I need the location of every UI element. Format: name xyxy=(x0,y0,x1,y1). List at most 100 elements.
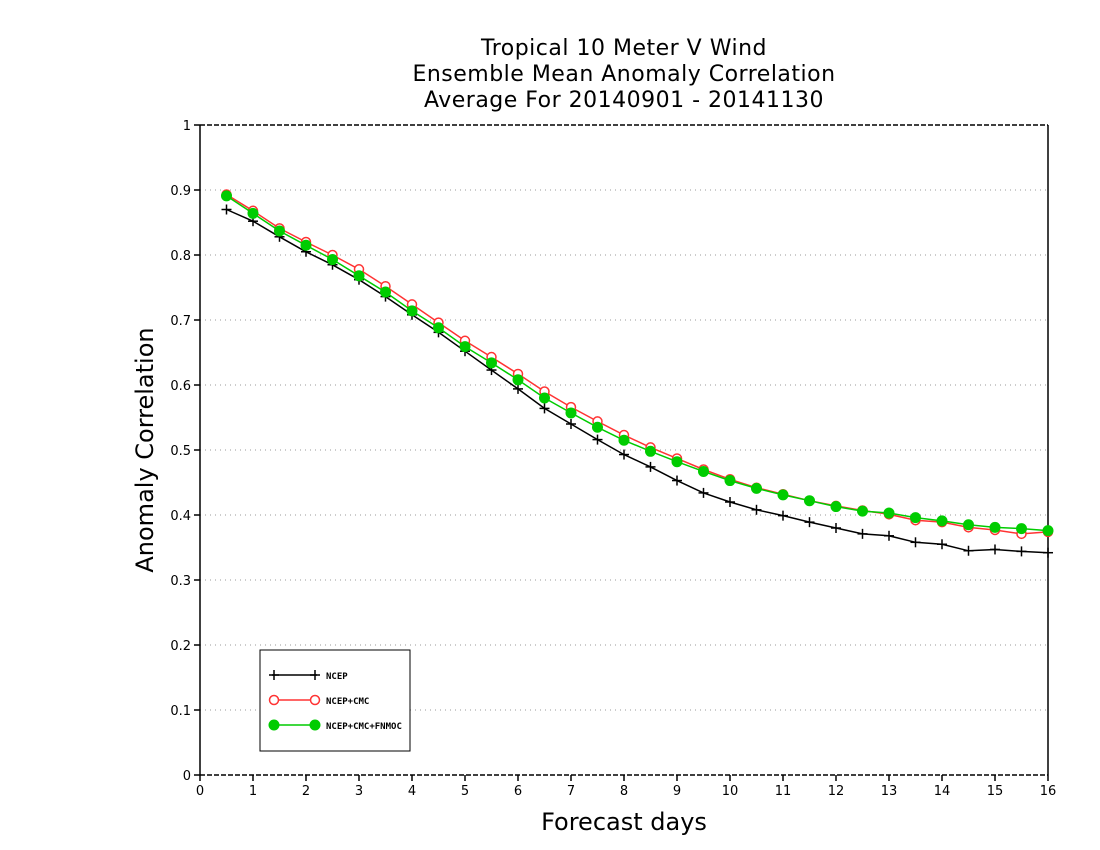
legend-marker xyxy=(309,719,321,731)
data-point xyxy=(963,545,974,556)
x-tick-label: 1 xyxy=(249,784,257,799)
data-point xyxy=(221,190,232,202)
series-layer xyxy=(221,189,1054,558)
legend-marker xyxy=(309,694,321,706)
data-point xyxy=(645,445,656,457)
legend-label: NCEP+CMC+FNMOC xyxy=(326,722,402,732)
data-point xyxy=(725,497,735,507)
legend-label: NCEP xyxy=(326,672,348,682)
data-point xyxy=(910,512,921,524)
chart-title-line-2: Ensemble Mean Anomaly Correlation xyxy=(412,62,836,87)
legend-marker xyxy=(268,694,280,706)
y-tick-label: 0.2 xyxy=(170,639,191,654)
x-tick-label: 6 xyxy=(514,784,522,799)
data-point xyxy=(778,510,788,521)
x-tick-label: 12 xyxy=(828,784,845,799)
data-point xyxy=(486,357,497,369)
data-point xyxy=(300,239,312,251)
x-tick-label: 7 xyxy=(567,784,575,799)
data-point xyxy=(1043,547,1053,558)
chart-title-line-1: Tropical 10 Meter V Wind xyxy=(480,36,768,61)
data-point xyxy=(804,517,815,528)
series-2 xyxy=(221,190,1054,537)
series-line xyxy=(226,193,1049,535)
x-tick-label: 13 xyxy=(881,784,898,799)
data-point xyxy=(910,537,921,548)
legend-item-2: NCEP+CMC+FNMOC xyxy=(268,719,402,732)
series-1 xyxy=(221,189,1054,540)
legend-marker xyxy=(310,670,320,680)
data-point xyxy=(1016,523,1027,535)
legend-marker xyxy=(269,670,279,680)
y-tick-label: 0.9 xyxy=(170,184,191,199)
y-tick-label: 0.6 xyxy=(170,379,191,394)
tick-labels: 00.10.20.30.40.50.60.70.80.910 1 2 3 4 5 6 7 8 9 1… xyxy=(170,119,1056,799)
data-point xyxy=(327,254,338,266)
data-point xyxy=(937,539,947,550)
y-tick-label: 0.8 xyxy=(170,249,191,264)
x-tick-label: 2 xyxy=(302,784,310,799)
chart-title-line-3: Average For 20140901 - 20141130 xyxy=(423,88,825,113)
data-point xyxy=(724,475,736,487)
data-point xyxy=(989,521,1001,533)
data-point xyxy=(566,419,576,429)
y-tick-label: 0 xyxy=(183,769,191,784)
x-tick-label: 16 xyxy=(1040,784,1057,799)
data-point xyxy=(380,286,391,298)
data-point xyxy=(671,456,683,468)
data-point xyxy=(459,341,471,353)
y-tick-label: 0.7 xyxy=(170,314,191,329)
y-tick-label: 1 xyxy=(183,119,191,134)
x-tick-label: 14 xyxy=(934,784,951,799)
x-axis-label: Forecast days xyxy=(541,808,707,836)
data-point xyxy=(592,434,603,445)
data-point xyxy=(274,225,285,237)
data-point xyxy=(247,207,259,219)
data-point xyxy=(830,501,842,513)
data-point xyxy=(777,489,789,501)
data-point xyxy=(513,383,523,394)
series-0 xyxy=(221,204,1053,558)
x-tick-label: 8 xyxy=(620,784,628,799)
data-point xyxy=(990,544,1000,555)
data-point xyxy=(512,374,524,386)
legend: NCEP NCEP+CMC NCEP+CMC+FNMOC xyxy=(259,649,411,752)
data-point xyxy=(751,482,762,494)
y-axis-label: Anomaly Correlation xyxy=(131,327,159,573)
x-tick-label: 0 xyxy=(196,784,204,799)
data-point xyxy=(539,392,550,404)
legend-label: NCEP+CMC xyxy=(326,697,369,707)
data-point xyxy=(645,461,656,472)
data-point xyxy=(539,403,550,414)
x-tick-label: 9 xyxy=(673,784,681,799)
data-point xyxy=(698,465,709,477)
data-point xyxy=(619,449,629,460)
data-point xyxy=(857,528,868,539)
axes xyxy=(194,124,1049,781)
legend-item-1: NCEP+CMC xyxy=(268,694,369,707)
data-point xyxy=(963,519,974,531)
data-point xyxy=(1042,525,1054,537)
x-tick-label: 15 xyxy=(987,784,1004,799)
x-tick-label: 3 xyxy=(355,784,363,799)
data-point xyxy=(831,523,841,533)
series-line xyxy=(226,195,1049,532)
y-tick-label: 0.3 xyxy=(170,574,191,589)
data-point xyxy=(804,495,815,507)
data-point xyxy=(751,504,762,515)
data-point xyxy=(857,505,868,517)
y-tick-label: 0.4 xyxy=(170,509,191,524)
data-point xyxy=(221,204,232,215)
data-point xyxy=(618,434,630,446)
y-tick-label: 0.1 xyxy=(170,704,191,719)
data-point xyxy=(698,487,709,498)
data-point xyxy=(1016,546,1027,557)
legend-item-0: NCEP xyxy=(269,670,348,682)
data-point xyxy=(883,507,895,519)
y-tick-label: 0.5 xyxy=(170,444,191,459)
data-point xyxy=(936,515,948,527)
series-line xyxy=(226,208,1049,554)
data-point xyxy=(406,305,418,317)
data-point xyxy=(884,530,894,541)
